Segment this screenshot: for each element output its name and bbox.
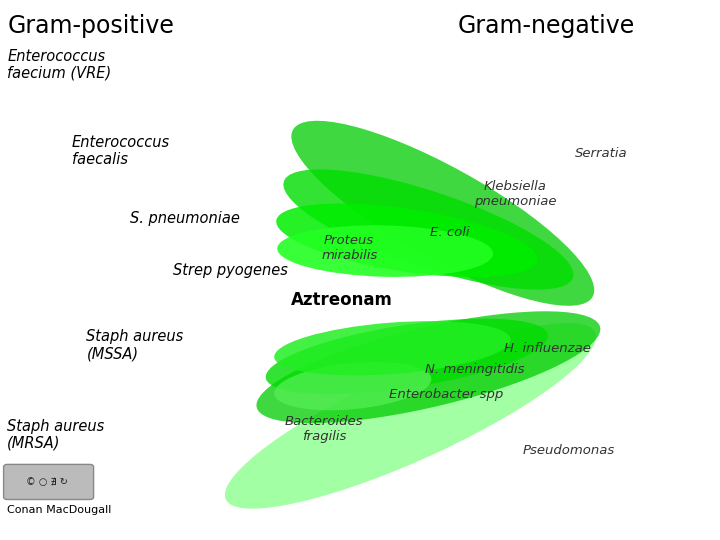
- Text: Enterobacter spp: Enterobacter spp: [390, 388, 503, 401]
- Text: H. influenzae: H. influenzae: [504, 342, 590, 355]
- Ellipse shape: [256, 311, 600, 423]
- Text: Klebsiella
pneumoniae: Klebsiella pneumoniae: [474, 180, 556, 208]
- Text: Gram-positive: Gram-positive: [7, 14, 174, 37]
- Text: E. coli: E. coli: [431, 226, 469, 239]
- Text: Enterococcus
faecium (VRE): Enterococcus faecium (VRE): [7, 49, 112, 81]
- Text: Enterococcus
faecalis: Enterococcus faecalis: [72, 135, 170, 167]
- Text: Proteus
mirabilis: Proteus mirabilis: [321, 234, 377, 262]
- Text: Staph aureus
(MSSA): Staph aureus (MSSA): [86, 329, 184, 362]
- Ellipse shape: [284, 170, 573, 289]
- Ellipse shape: [274, 321, 510, 375]
- Text: © ○ ∄ ↻: © ○ ∄ ↻: [26, 477, 68, 487]
- Text: Strep pyogenes: Strep pyogenes: [173, 262, 288, 278]
- Text: N. meningitidis: N. meningitidis: [426, 363, 525, 376]
- Text: Gram-negative: Gram-negative: [457, 14, 634, 37]
- FancyBboxPatch shape: [4, 464, 94, 500]
- Text: Bacteroides
fragilis: Bacteroides fragilis: [284, 415, 364, 443]
- Text: S. pneumoniae: S. pneumoniae: [130, 211, 240, 226]
- Text: Pseudomonas: Pseudomonas: [523, 444, 615, 457]
- Ellipse shape: [266, 319, 548, 394]
- Text: Conan MacDougall: Conan MacDougall: [7, 505, 112, 515]
- Ellipse shape: [292, 121, 594, 306]
- Text: Aztreonam: Aztreonam: [291, 291, 393, 309]
- Ellipse shape: [276, 204, 537, 277]
- Text: Staph aureus
(MRSA): Staph aureus (MRSA): [7, 418, 104, 451]
- Ellipse shape: [277, 225, 493, 277]
- Ellipse shape: [225, 323, 596, 509]
- Text: Serratia: Serratia: [575, 147, 628, 160]
- Ellipse shape: [274, 362, 431, 410]
